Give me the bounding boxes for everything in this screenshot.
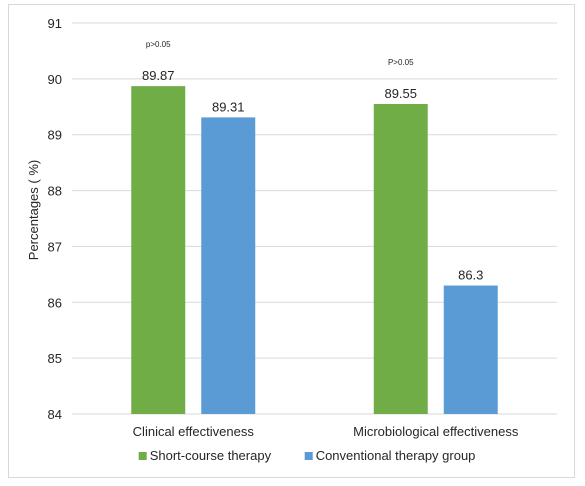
annotations: p>0.05 P>0.05 (146, 40, 414, 67)
y-tick-label: 87 (48, 239, 62, 254)
value-label: 86.3 (458, 268, 483, 283)
bar (443, 285, 498, 414)
legend-swatch (304, 452, 313, 460)
value-labels: 89.87 89.31 89.55 86.3 (142, 68, 483, 282)
y-axis-title: Percentages ( %) (26, 160, 41, 260)
legend-label: Short-course therapy (150, 448, 272, 463)
value-label: 89.87 (142, 68, 175, 83)
y-tick-label: 89 (48, 128, 62, 143)
significance-annotation: p>0.05 (146, 40, 171, 49)
bars (131, 86, 498, 415)
value-label: 89.55 (384, 86, 417, 101)
bar (201, 117, 256, 415)
y-tick-labels: 84 85 86 87 88 89 90 91 (48, 16, 62, 422)
y-tick-label: 91 (48, 16, 62, 31)
legend-label: Conventional therapy group (316, 448, 476, 463)
significance-annotation: P>0.05 (388, 58, 414, 67)
value-label: 89.31 (212, 99, 245, 114)
y-tick-label: 85 (48, 351, 62, 366)
y-tick-label: 86 (48, 295, 62, 310)
category-label: Clinical effectiveness (133, 424, 255, 439)
category-labels: Clinical effectiveness Microbiological ef… (133, 424, 519, 439)
y-tick-label: 90 (48, 72, 62, 87)
bar (131, 86, 186, 415)
y-tick-label: 88 (48, 184, 62, 199)
legend: Short-course therapy Conventional therapy… (138, 448, 476, 463)
legend-swatch (138, 452, 147, 460)
bar (373, 103, 428, 414)
y-tick-label: 84 (48, 407, 62, 422)
category-label: Microbiological effectiveness (353, 424, 519, 439)
